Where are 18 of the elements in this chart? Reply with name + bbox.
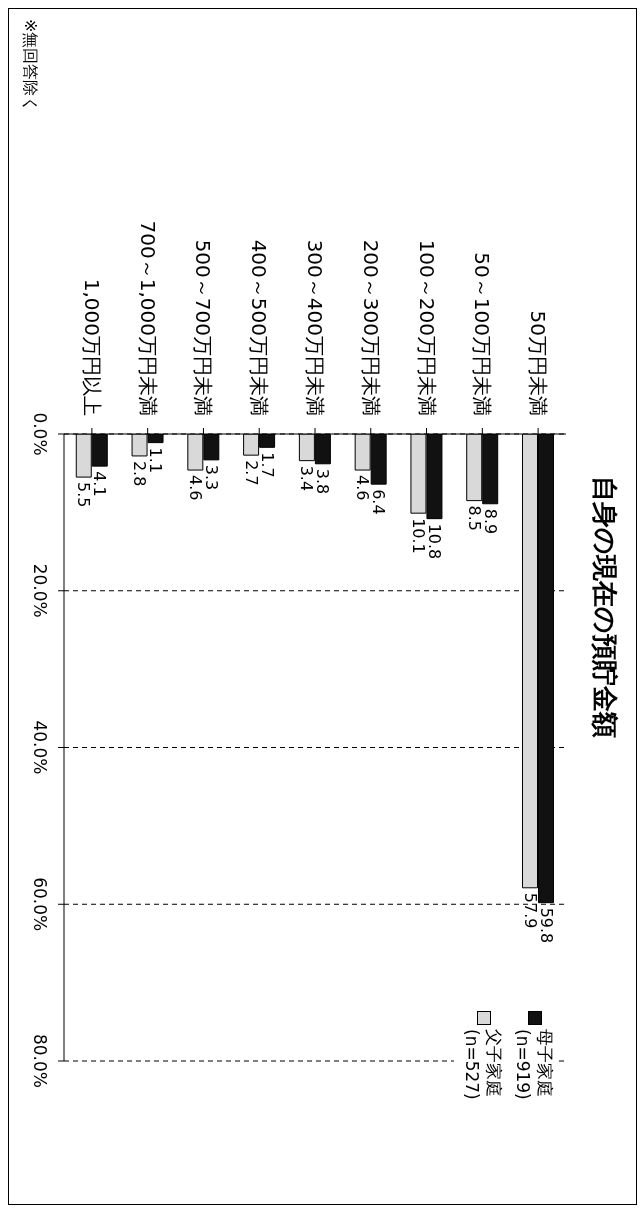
legend-label: 母子家庭 (n=919) xyxy=(513,1029,556,1102)
y-tick-label: 80.0% xyxy=(30,1033,50,1089)
x-tick-label: 50～100万円未満 xyxy=(470,252,495,416)
y-tick-label: 60.0% xyxy=(30,877,50,932)
x-tick-label: 700～1,000万円未満 xyxy=(135,220,160,416)
x-tick-label: 50万円未満 xyxy=(526,310,551,416)
x-tick-label: 200～300万円未満 xyxy=(358,239,383,416)
y-tick-label: 0.0% xyxy=(30,412,50,456)
text: 自身の現在の預貯金額 xyxy=(589,474,621,740)
text: ※無回答除く xyxy=(20,19,40,113)
x-tick-label: 100～200万円未満 xyxy=(414,239,439,416)
y-tick-label: 40.0% xyxy=(30,720,50,775)
x-tick-label: 500～700万円未満 xyxy=(191,239,216,416)
y-tick-label: 20.0% xyxy=(30,563,50,618)
x-tick-label: 400～500万円未満 xyxy=(247,239,272,416)
x-tick-label: 1,000万円以上 xyxy=(79,278,104,416)
legend-label: 父子家庭 (n=527) xyxy=(462,1029,505,1102)
x-tick-label: 300～400万円未満 xyxy=(303,239,327,416)
